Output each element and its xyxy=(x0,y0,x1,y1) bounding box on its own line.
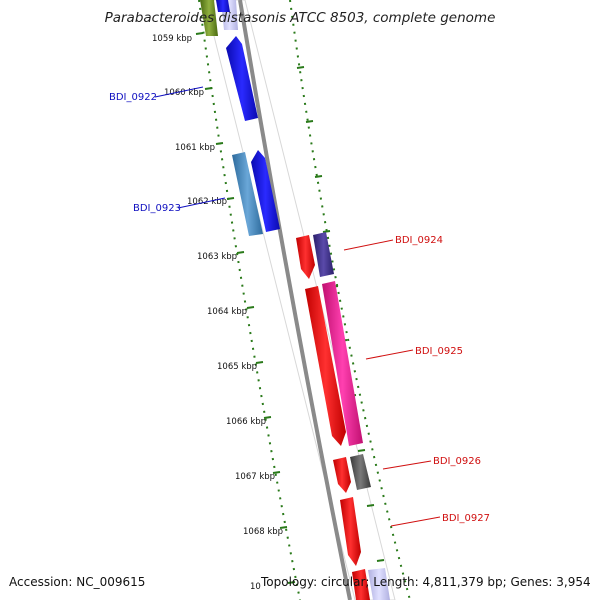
major-tick-inner xyxy=(357,449,366,452)
cds-feature-red-1 xyxy=(296,235,315,279)
tick-label-1068: 1068 kbp xyxy=(243,527,283,537)
tick-label-1061: 1061 kbp xyxy=(175,143,215,153)
major-tick-inner xyxy=(305,120,314,123)
major-tick-inner xyxy=(376,559,385,562)
gene-label-bdi-0927[interactable]: BDI_0927 xyxy=(442,513,490,524)
cds-feature-navy xyxy=(313,232,334,277)
leader-line-bdi-0926 xyxy=(382,460,432,470)
cds-feature-red-4 xyxy=(340,497,361,566)
major-tick-outer xyxy=(287,581,296,584)
tick-label-1065: 1065 kbp xyxy=(217,362,257,372)
gene-label-bdi-0924[interactable]: BDI_0924 xyxy=(395,235,443,246)
major-tick-outer xyxy=(204,87,213,90)
cds-feature-lavender-bottom xyxy=(368,568,390,600)
tick-label-1066: 1066 kbp xyxy=(226,417,266,427)
leader-line-bdi-0922 xyxy=(154,86,204,98)
gene-label-bdi-0923[interactable]: BDI_0923 xyxy=(133,203,181,214)
leader-line-bdi-0925 xyxy=(365,349,414,360)
topology-text: Topology: circular; Length: 4,811,379 bp… xyxy=(261,575,591,589)
major-tick-inner xyxy=(296,66,305,69)
cds-feature-red-2 xyxy=(305,286,346,446)
tick-label-1060: 1060 kbp xyxy=(164,88,204,98)
major-tick-inner xyxy=(314,175,323,178)
accession-text: Accession: NC_009615 xyxy=(9,575,146,589)
gene-label-bdi-0922[interactable]: BDI_0922 xyxy=(109,92,157,103)
major-tick-inner xyxy=(366,504,375,507)
major-tick-outer xyxy=(279,526,288,529)
leader-line-bdi-0924 xyxy=(343,239,394,251)
tick-label-1063: 1063 kbp xyxy=(197,252,237,262)
major-tick-inner xyxy=(322,230,331,233)
cds-feature-olive xyxy=(200,0,218,36)
map-title: Parabacteroides distasonis ATCC 8503, co… xyxy=(105,10,496,26)
major-tick-outer xyxy=(255,361,264,364)
major-tick-outer xyxy=(215,142,224,145)
major-tick-outer xyxy=(246,306,255,309)
inner-tick-ring xyxy=(289,0,411,600)
tick-label-1067: 1067 kbp xyxy=(235,472,275,482)
major-tick-outer xyxy=(195,32,204,35)
genome-backbone xyxy=(238,0,352,600)
leader-line-bdi-0927 xyxy=(390,516,441,527)
ruler-ticks xyxy=(195,32,296,584)
major-tick-outer xyxy=(226,197,235,200)
major-tick-outer xyxy=(236,251,245,254)
tick-label-partial: 10 xyxy=(250,582,261,592)
cds-feature-blue-top xyxy=(216,0,230,12)
cds-feature-steelblue xyxy=(232,152,263,236)
feature-track-band xyxy=(204,0,396,600)
cds-feature-red-5 xyxy=(352,569,370,600)
cds-feature-magenta xyxy=(322,281,363,446)
cds-feature-blue-2 xyxy=(251,150,280,232)
cds-feature-red-3 xyxy=(333,457,351,493)
major-tick-outer xyxy=(263,416,272,419)
tick-label-1059: 1059 kbp xyxy=(152,34,192,44)
leader-line-bdi-0923 xyxy=(177,197,226,209)
cds-feature-blue-1 xyxy=(226,36,258,121)
tick-label-1064: 1064 kbp xyxy=(207,307,247,317)
gene-label-bdi-0925[interactable]: BDI_0925 xyxy=(415,346,463,357)
cds-feature-gray xyxy=(350,454,371,490)
major-tick-outer xyxy=(272,471,281,474)
gene-label-bdi-0926[interactable]: BDI_0926 xyxy=(433,456,481,467)
